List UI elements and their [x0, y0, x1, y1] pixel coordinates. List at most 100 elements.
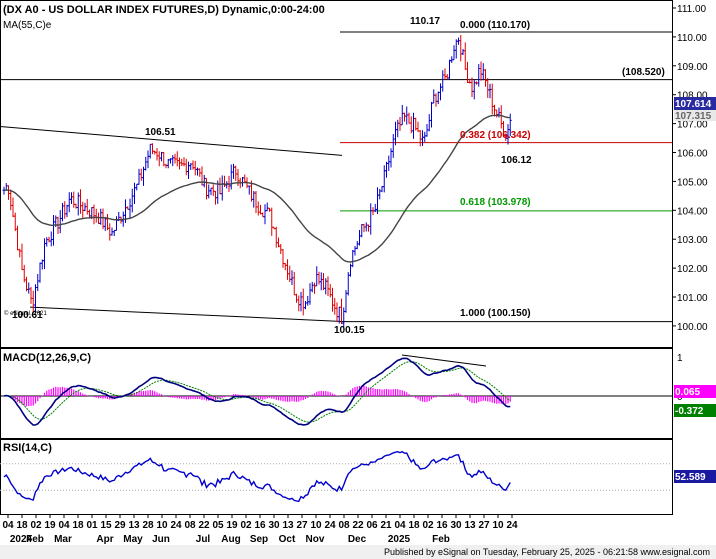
- date-tick-label: 19: [226, 520, 238, 531]
- date-tick-label: 16: [254, 520, 266, 531]
- swing-high-label: 106.51: [145, 127, 176, 138]
- copyright: © eSignal, 2021: [4, 310, 47, 317]
- date-tick-label: 16: [436, 520, 448, 531]
- upper-trendline: [0, 125, 343, 156]
- month-label: Apr: [96, 534, 113, 545]
- date-tick-label: 13: [128, 520, 140, 531]
- month-label: Oct: [279, 534, 296, 545]
- date-tick-label: 02: [30, 520, 42, 531]
- date-tick-label: 15: [100, 520, 112, 531]
- date-tick-label: 21: [380, 520, 392, 531]
- price-tick-label: 104.00: [677, 206, 708, 217]
- price-tick-label: 100.00: [677, 322, 708, 333]
- date-tick-label: 05: [212, 520, 224, 531]
- macd-panel: [0, 354, 672, 426]
- macd-hist-tag: 0.065: [675, 387, 700, 398]
- date-tick-label: 30: [268, 520, 280, 531]
- date-tick-label: 19: [44, 520, 56, 531]
- month-label: Jul: [196, 534, 211, 545]
- price-tick-label: 107.00: [677, 120, 708, 131]
- date-tick-label: 24: [324, 520, 336, 531]
- rsi-line: [3, 450, 511, 503]
- month-label: Feb: [26, 534, 44, 545]
- date-tick-label: 02: [422, 520, 434, 531]
- swing-low-label: 100.61: [12, 310, 43, 321]
- macd-title: MACD(12,26,9,C): [3, 352, 91, 364]
- month-label: Jun: [152, 534, 170, 545]
- price-tick-label: 108.00: [677, 91, 708, 102]
- macd-line: [3, 357, 511, 426]
- resistance-label: (108.520): [622, 67, 665, 78]
- price-tick-label: 106.00: [677, 149, 708, 160]
- swing-low-label: 100.15: [334, 325, 365, 336]
- macd-divergence-line: [401, 354, 487, 367]
- date-tick-label: 13: [282, 520, 294, 531]
- date-axis: 04 18 02 19 04 18 01 15 29 13 28 10 24 08 22 05 19 02 16 30…: [2, 514, 518, 545]
- date-tick-label: 18: [16, 520, 28, 531]
- price-tick-label: 109.00: [677, 62, 708, 73]
- date-tick-label: 04: [394, 520, 406, 531]
- date-tick-label: 13: [464, 520, 476, 531]
- fib-label-618: 0.618 (103.978): [460, 197, 531, 208]
- date-tick-label: 04: [2, 520, 14, 531]
- month-label: Feb: [432, 534, 450, 545]
- fib-label-1000: 1.000 (100.150): [460, 308, 531, 319]
- date-tick-label: 27: [478, 520, 490, 531]
- date-tick-label: 10: [310, 520, 322, 531]
- date-tick-label: 10: [492, 520, 504, 531]
- chart-title: (DX A0 - US DOLLAR INDEX FUTURES,D) Dyna…: [3, 4, 325, 16]
- date-tick-label: 28: [142, 520, 154, 531]
- macd-signal-line: [3, 361, 511, 423]
- month-label: Mar: [54, 534, 72, 545]
- fib-label-0: 0.000 (110.170): [460, 20, 530, 31]
- macd-frame: [0, 348, 673, 439]
- price-tick-label: 102.00: [677, 264, 708, 275]
- fib-label-382: 0.382 (106.342): [460, 130, 531, 141]
- month-label: Aug: [221, 534, 240, 545]
- date-tick-label: 22: [352, 520, 364, 531]
- macd-tick-label: 1: [677, 353, 683, 364]
- swing-low-label: 106.12: [501, 155, 532, 166]
- rsi-value-tag: 52.589: [675, 472, 706, 483]
- ma-value-tag: 107.315: [675, 111, 712, 122]
- date-tick-label: 04: [58, 520, 70, 531]
- date-tick-label: 27: [296, 520, 308, 531]
- price-tick-label: 103.00: [677, 235, 708, 246]
- month-label: Sep: [250, 534, 268, 545]
- date-tick-label: 18: [408, 520, 420, 531]
- lower-trendline: [29, 306, 346, 323]
- price-frame: [0, 0, 673, 348]
- date-tick-label: 02: [240, 520, 252, 531]
- rsi-title: RSI(14,C): [3, 442, 52, 454]
- date-tick-label: 18: [72, 520, 84, 531]
- month-label: 2025: [388, 534, 411, 545]
- date-tick-label: 24: [506, 520, 518, 531]
- last-price-tag: 107.614: [675, 99, 712, 110]
- date-tick-label: 30: [450, 520, 462, 531]
- date-tick-label: 10: [156, 520, 168, 531]
- rsi-panel: [0, 450, 672, 503]
- date-tick-label: 24: [170, 520, 182, 531]
- price-tick-label: 110.00: [677, 33, 707, 44]
- date-tick-label: 22: [198, 520, 210, 531]
- ma-legend: MA(55,C)e: [3, 20, 52, 31]
- swing-high-label: 110.17: [410, 16, 440, 27]
- month-label: Dec: [348, 534, 367, 545]
- date-tick-label: 29: [114, 520, 126, 531]
- date-tick-label: 01: [86, 520, 98, 531]
- plot-frames: [0, 0, 673, 515]
- price-tick-label: 105.00: [677, 177, 708, 188]
- month-label: May: [123, 534, 143, 545]
- month-label: Nov: [306, 534, 325, 545]
- price-tick-label: 101.00: [677, 293, 708, 304]
- footer-credit: Published by eSignal on Tuesday, Februar…: [384, 547, 710, 557]
- price-tick-label: 111.00: [677, 4, 707, 15]
- date-tick-label: 08: [184, 520, 196, 531]
- date-tick-label: 08: [338, 520, 350, 531]
- date-tick-label: 06: [366, 520, 378, 531]
- macd-value-tag: -0.372: [675, 406, 704, 417]
- price-panel: [0, 31, 672, 327]
- month-label: 2024: [10, 534, 33, 545]
- rsi-frame: [0, 439, 673, 515]
